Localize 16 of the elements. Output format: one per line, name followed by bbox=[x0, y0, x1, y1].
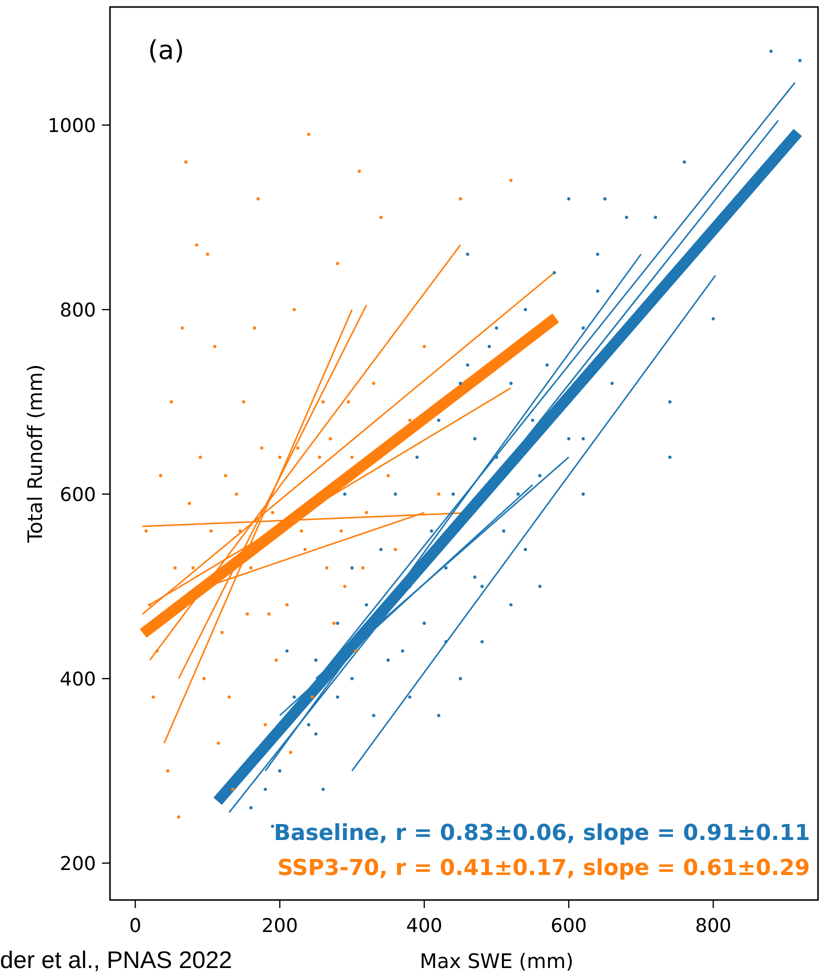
y-tick-label: 800 bbox=[60, 300, 96, 322]
x-tick-label: 600 bbox=[550, 915, 587, 937]
y-tick-label: 1000 bbox=[48, 115, 96, 138]
x-axis-title: Max SWE (mm) bbox=[420, 949, 574, 973]
x-tick-label: 200 bbox=[262, 915, 298, 937]
y-tick-label: 600 bbox=[60, 484, 96, 506]
annotation: (a) bbox=[148, 36, 184, 66]
y-tick-label: 400 bbox=[60, 668, 96, 691]
series-label: Baseline, r = 0.83±0.06, slope = 0.91±0.11 bbox=[274, 821, 810, 846]
y-axis-title: Total Runoff (mm) bbox=[23, 364, 47, 544]
y-tick-label: 200 bbox=[60, 853, 96, 876]
x-tick-label: 800 bbox=[695, 915, 732, 937]
x-tick-label: 0 bbox=[129, 915, 142, 937]
text: der et al., PNAS 2022 bbox=[0, 947, 232, 974]
text: SSP3-70, r = 0.41±0.17, slope = 0.61±0.29 bbox=[277, 856, 810, 881]
x-tick-label: 400 bbox=[406, 915, 442, 937]
